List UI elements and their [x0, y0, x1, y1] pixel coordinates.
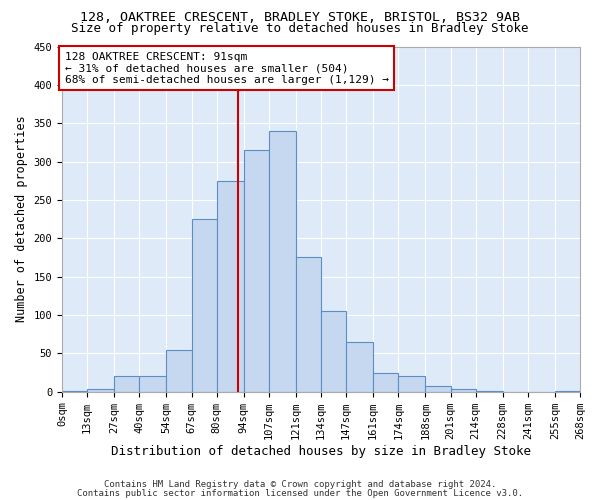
Bar [191, 219, 217, 392]
Text: Contains public sector information licensed under the Open Government Licence v3: Contains public sector information licen… [77, 488, 523, 498]
Y-axis label: Number of detached properties: Number of detached properties [15, 116, 28, 322]
Text: 128, OAKTREE CRESCENT, BRADLEY STOKE, BRISTOL, BS32 9AB: 128, OAKTREE CRESCENT, BRADLEY STOKE, BR… [80, 11, 520, 24]
Bar [139, 376, 166, 392]
Bar [425, 386, 451, 392]
Bar [62, 391, 87, 392]
Bar [451, 390, 476, 392]
Bar [269, 131, 296, 392]
Text: Size of property relative to detached houses in Bradley Stoke: Size of property relative to detached ho… [71, 22, 529, 35]
Text: Contains HM Land Registry data © Crown copyright and database right 2024.: Contains HM Land Registry data © Crown c… [104, 480, 496, 489]
Bar [398, 376, 425, 392]
Bar [321, 311, 346, 392]
Bar [555, 391, 580, 392]
Bar [296, 258, 321, 392]
Text: 128 OAKTREE CRESCENT: 91sqm
← 31% of detached houses are smaller (504)
68% of se: 128 OAKTREE CRESCENT: 91sqm ← 31% of det… [65, 52, 389, 85]
Bar [244, 150, 269, 392]
Bar [476, 391, 503, 392]
Bar [217, 181, 244, 392]
Bar [166, 350, 191, 392]
Bar [346, 342, 373, 392]
X-axis label: Distribution of detached houses by size in Bradley Stoke: Distribution of detached houses by size … [111, 444, 531, 458]
Bar [87, 390, 114, 392]
Bar [114, 376, 139, 392]
Bar [373, 372, 398, 392]
